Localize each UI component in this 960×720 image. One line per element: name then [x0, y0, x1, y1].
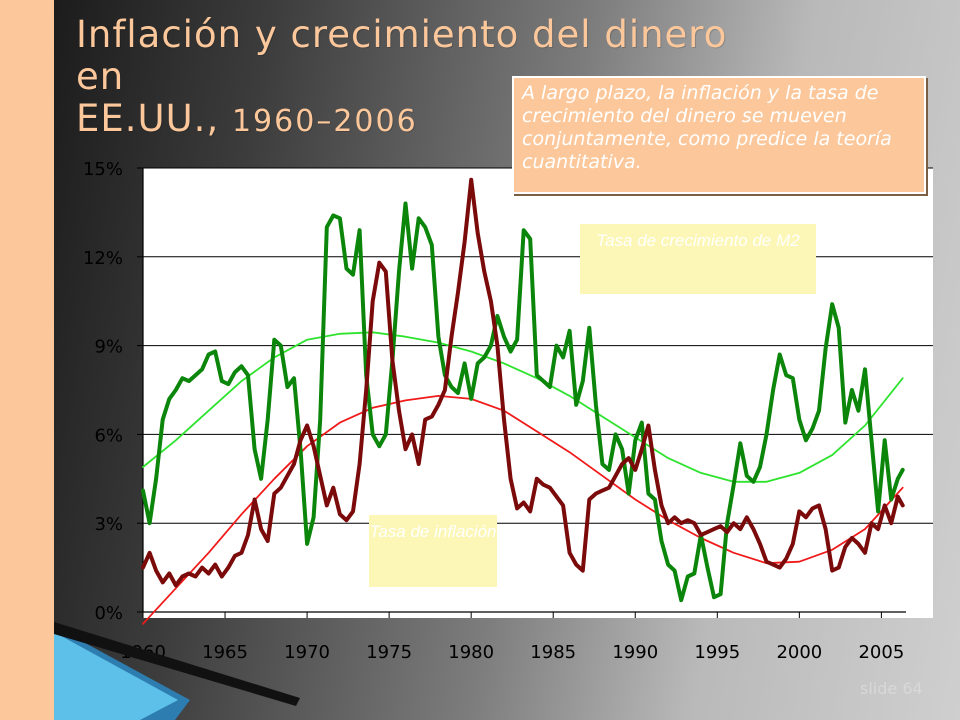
x-tick-label: 1970	[284, 642, 330, 663]
series-line-m2-trend	[142, 331, 904, 483]
series-line-m2	[141, 201, 905, 603]
accent-band	[0, 0, 54, 720]
y-tick-label: 6%	[94, 425, 123, 446]
x-tick-label: 2000	[776, 642, 822, 663]
x-tick-label: 1965	[202, 642, 248, 663]
x-tick-label: 1985	[530, 642, 576, 663]
ribbon-shadow	[54, 622, 300, 706]
x-tick-label: 1980	[448, 642, 494, 663]
title-line-1: Inflación y crecimiento del dinero en	[76, 13, 728, 98]
y-tick-label: 15%	[83, 159, 123, 180]
callout-box: A largo plazo, la inflación y la tasa de…	[512, 76, 926, 194]
slide-title: Inflación y crecimiento del dinero en EE…	[76, 14, 776, 143]
series-line-inflation	[141, 177, 905, 588]
title-line-2: EE.UU.,	[76, 97, 232, 140]
y-tick-label: 0%	[94, 603, 123, 624]
title-years: 1960–2006	[231, 104, 418, 139]
slide-number: slide 64	[860, 679, 923, 698]
inflation-label: Tasa de inflación	[369, 515, 497, 587]
m2-growth-label: Tasa de crecimiento de M2	[580, 224, 816, 294]
y-tick-label: 3%	[94, 514, 123, 535]
x-tick-label: 1995	[694, 642, 740, 663]
x-tick-label: 1990	[612, 642, 658, 663]
ribbon-light	[54, 632, 178, 720]
y-tick-label: 9%	[94, 337, 123, 358]
y-tick-label: 12%	[83, 248, 123, 269]
x-tick-label: 2005	[858, 642, 904, 663]
x-tick-label: 1975	[366, 642, 412, 663]
